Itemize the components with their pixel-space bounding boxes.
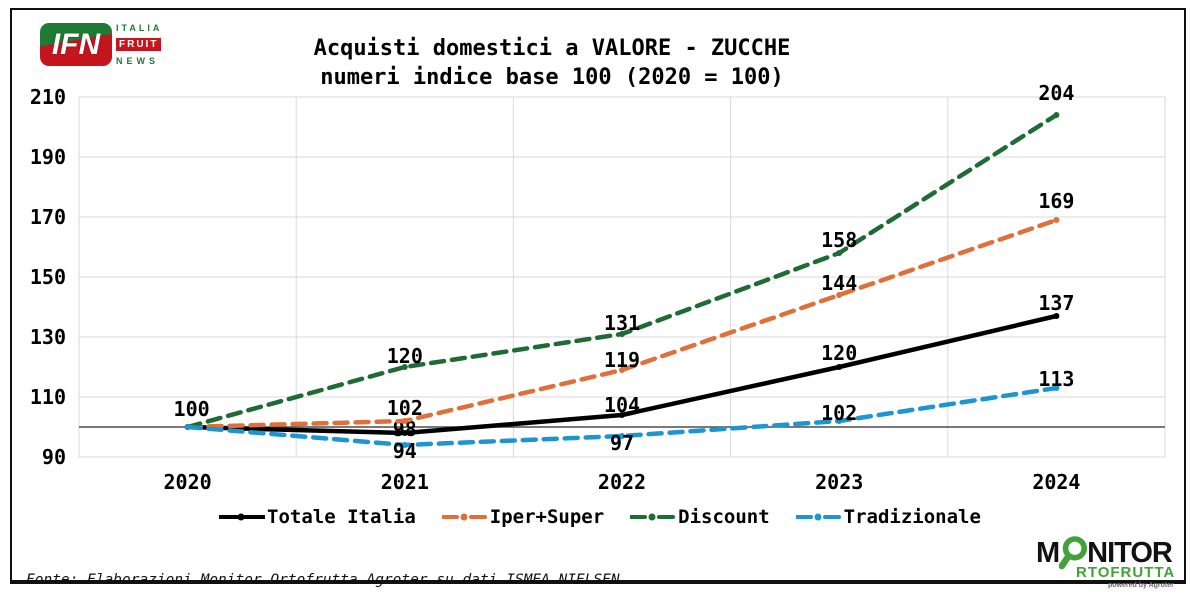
legend-label: Iper+Super [489,506,605,528]
y-tick-label: 170 [30,205,66,229]
legend-item-discount: Discount [630,506,770,528]
data-point-discount [1053,112,1060,118]
y-tick-label: 90 [42,445,66,469]
plot-border [78,96,1166,458]
ifn-fruit-label: FRUIT [116,38,162,51]
ifn-news-label: NEWS [116,56,159,66]
monitor-m: M [1036,536,1060,569]
data-label-iper-super: 169 [1038,189,1074,213]
data-label-totale-italia: 100 [174,397,210,421]
legend-marker [460,513,468,521]
monitor-powered-by: powered by Agroter [1108,582,1174,589]
monitor-wordmark: M NITOR [1036,535,1198,571]
ifn-abbr: IFN [51,27,101,61]
legend-swatch-discount [630,513,677,521]
data-label-iper-super: 144 [821,271,857,295]
ifn-logo: IFN ITALIA FRUIT NEWS [40,23,162,66]
chart-title: Acquisti domestici a VALORE - ZUCCHE num… [202,34,902,92]
data-label-tradizionale: 94 [393,439,417,463]
legend-swatch-tradizionale [795,513,842,521]
data-point-discount [401,364,408,370]
legend-marker [648,513,656,521]
x-tick-label: 2022 [598,470,646,494]
data-label-discount: 131 [604,311,640,335]
y-tick-label: 110 [30,385,66,409]
y-tick-label: 190 [30,145,66,169]
monitor-nitor: NITOR [1087,536,1173,569]
chart-title-line1: Acquisti domestici a VALORE - ZUCCHE [313,36,791,61]
data-point-totale-italia [836,364,843,370]
data-label-totale-italia: 120 [821,341,857,365]
data-label-discount: 204 [1038,81,1074,105]
legend-item-tradizionale: Tradizionale [795,506,981,528]
y-tick-label: 130 [30,325,66,349]
legend-swatch-iper-super [441,513,488,521]
magnifier-icon [1059,536,1088,570]
data-label-discount: 120 [387,344,423,368]
data-point-totale-italia [401,430,408,436]
data-point-tradizionale [836,418,843,424]
chart-title-line2: numeri indice base 100 (2020 = 100) [320,65,784,90]
x-tick-label: 2020 [164,470,212,494]
data-point-totale-italia [1053,313,1060,319]
ifn-italia-label: ITALIA [116,23,163,33]
ifn-badge: IFN [40,23,112,66]
data-point-discount [619,331,625,337]
source-note: Fonte: Elaborazioni Monitor Ortofrutta A… [26,572,620,588]
data-label-tradizionale: 113 [1038,367,1074,391]
data-label-totale-italia: 137 [1038,291,1074,315]
legend-marker [237,513,245,521]
data-point-tradizionale [1053,385,1060,391]
data-point-iper-super [619,367,625,373]
legend-swatch-totale-italia [219,513,266,521]
data-label-totale-italia: 104 [604,393,640,417]
legend: Totale Italia Iper+Super Discount Tradizion… [0,506,1200,528]
y-tick-label: 210 [30,85,66,109]
data-label-iper-super: 102 [387,396,423,420]
x-tick-label: 2024 [1032,470,1080,494]
data-point-tradizionale [619,433,625,439]
data-point-totale-italia [619,412,625,418]
ifn-wordmark: ITALIA FRUIT NEWS [116,23,162,66]
data-label-tradizionale: 97 [610,431,634,455]
data-label-tradizionale: 102 [821,401,857,425]
legend-label: Totale Italia [267,506,416,528]
legend-item-iper-super: Iper+Super [441,506,605,528]
monitor-logo: M NITOR RTOFRUTTA powered by Agroter [1036,535,1198,589]
legend-item-totale-italia: Totale Italia [219,506,416,528]
data-point-tradizionale [401,442,408,448]
chart-frame: IFN ITALIA FRUIT NEWS Acquisti domestici… [10,8,1186,589]
legend-label: Tradizionale [843,506,981,528]
data-label-discount: 158 [821,228,857,252]
data-point-iper-super [836,292,843,298]
data-label-iper-super: 119 [604,348,640,372]
series-line-tradizionale [185,385,1059,448]
data-point-iper-super [401,418,408,424]
data-point-iper-super [1053,217,1060,223]
y-tick-label: 150 [30,265,66,289]
legend-marker [814,513,822,521]
x-tick-label: 2021 [381,470,429,494]
x-tick-label: 2023 [815,470,863,494]
series-line-discount [185,112,1059,430]
data-point-discount [836,250,843,256]
data-point-tradizionale [184,424,191,430]
legend-label: Discount [678,506,770,528]
monitor-rtofrutta: RTOFRUTTA [1076,564,1176,581]
